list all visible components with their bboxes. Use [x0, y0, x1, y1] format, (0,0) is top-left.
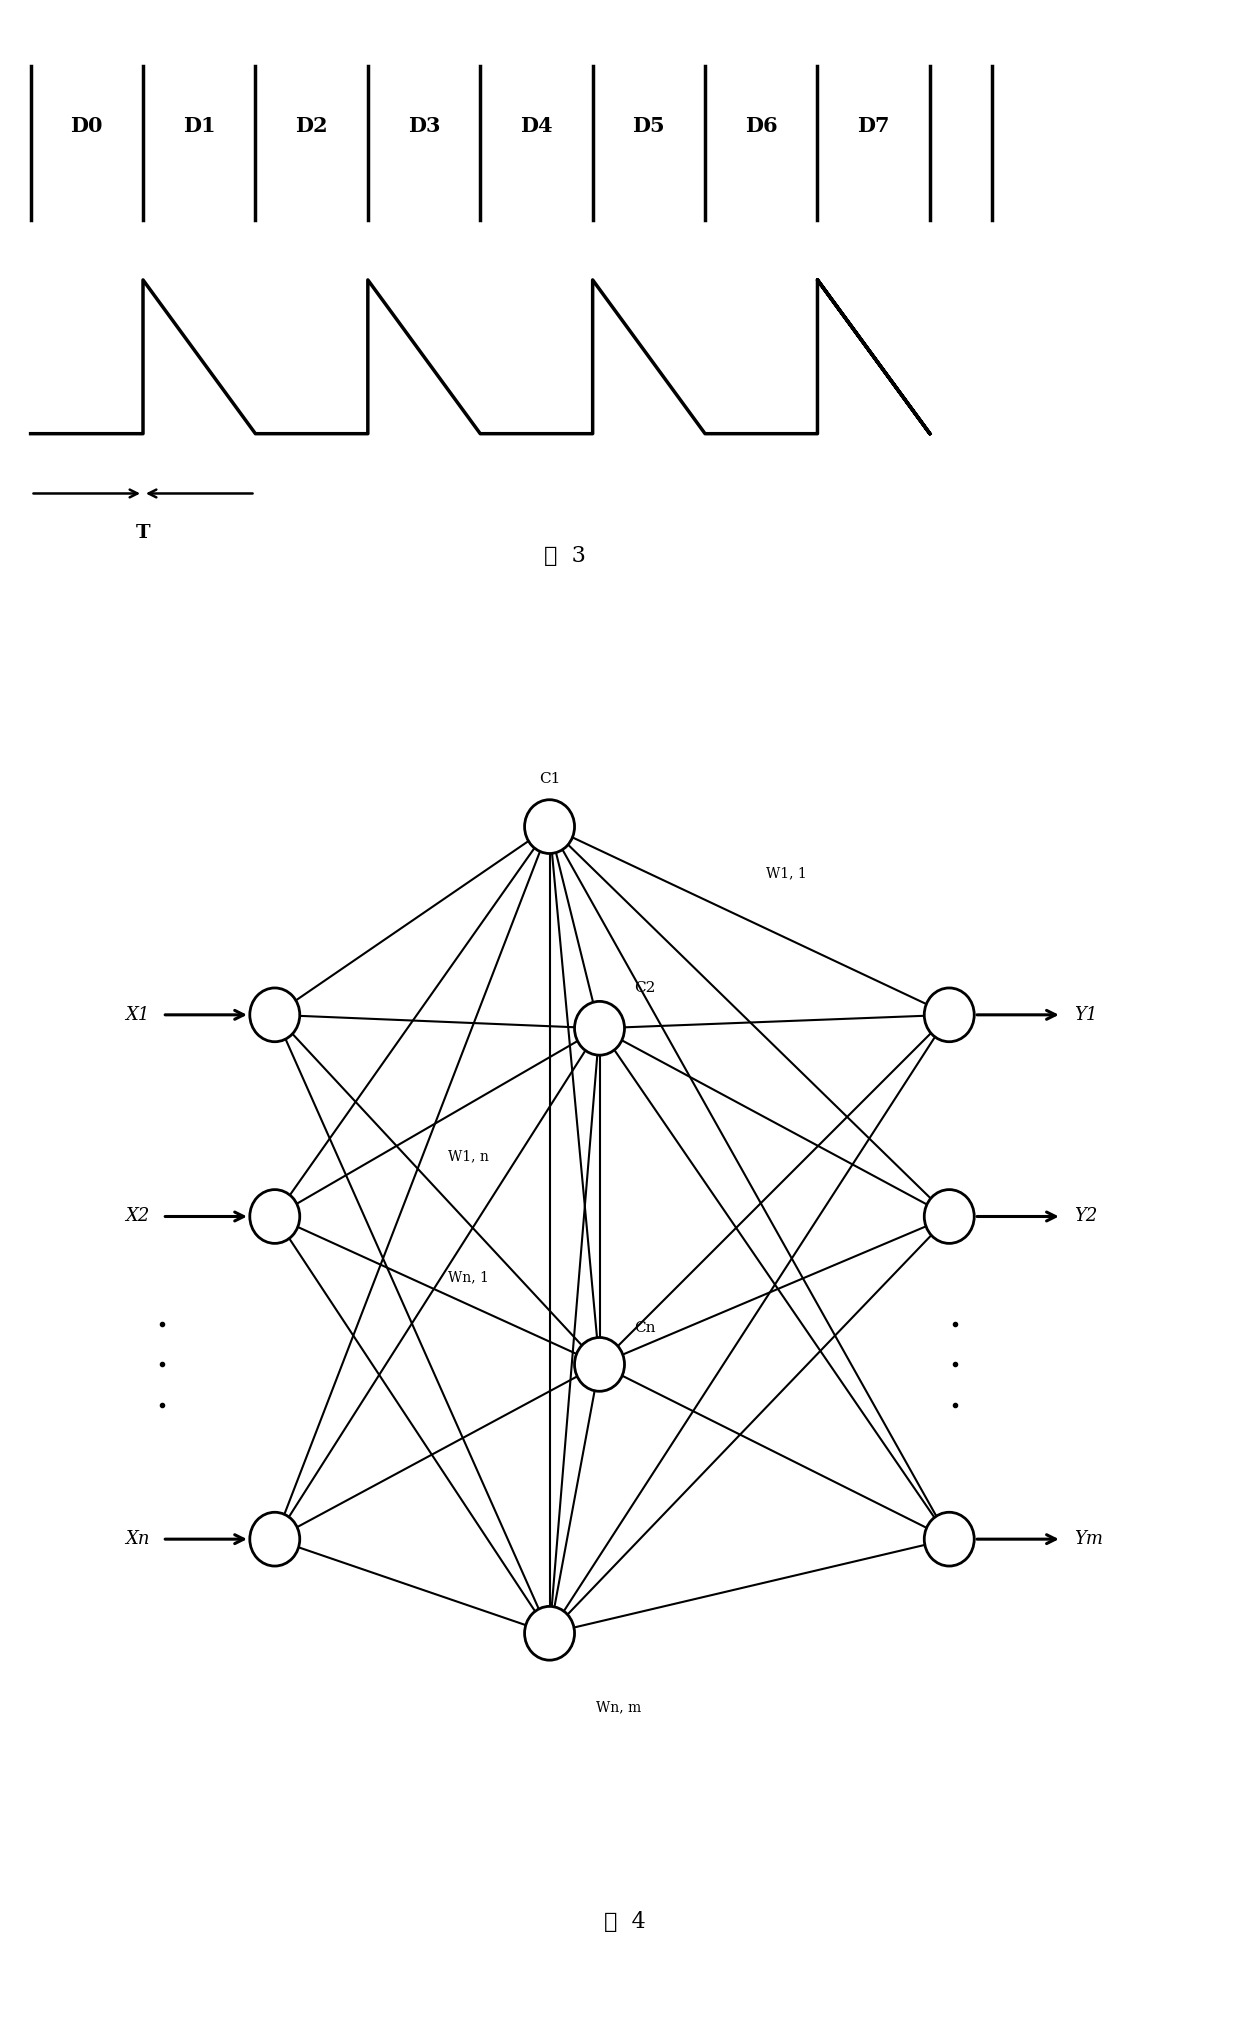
Circle shape — [924, 988, 974, 1041]
Text: D4: D4 — [520, 116, 553, 136]
Circle shape — [924, 1190, 974, 1243]
Text: T: T — [136, 524, 150, 542]
Text: W1, n: W1, n — [448, 1149, 488, 1163]
Text: D7: D7 — [857, 116, 891, 136]
Circle shape — [525, 801, 575, 854]
Text: Wn, 1: Wn, 1 — [448, 1269, 488, 1283]
Circle shape — [525, 1607, 575, 1660]
Text: D3: D3 — [407, 116, 441, 136]
Text: Y2: Y2 — [1074, 1208, 1098, 1226]
Circle shape — [575, 1338, 624, 1391]
Text: C1: C1 — [538, 772, 561, 786]
Circle shape — [250, 988, 300, 1041]
Text: D5: D5 — [632, 116, 666, 136]
Text: Wn, m: Wn, m — [596, 1701, 641, 1715]
Circle shape — [250, 1511, 300, 1566]
Circle shape — [575, 1002, 624, 1055]
Text: Y1: Y1 — [1074, 1006, 1098, 1025]
Text: D0: D0 — [70, 116, 104, 136]
Text: D1: D1 — [182, 116, 216, 136]
Text: Ym: Ym — [1074, 1530, 1103, 1548]
Text: Xn: Xn — [125, 1530, 150, 1548]
Text: D6: D6 — [744, 116, 778, 136]
Text: D2: D2 — [295, 116, 328, 136]
Text: W1, 1: W1, 1 — [767, 866, 807, 880]
Text: 图  3: 图 3 — [543, 546, 586, 566]
Text: C2: C2 — [633, 980, 656, 994]
Text: Cn: Cn — [633, 1320, 656, 1334]
Text: 图  4: 图 4 — [603, 1911, 646, 1933]
Circle shape — [250, 1190, 300, 1243]
Text: X2: X2 — [125, 1208, 150, 1226]
Circle shape — [924, 1511, 974, 1566]
Text: X1: X1 — [125, 1006, 150, 1025]
